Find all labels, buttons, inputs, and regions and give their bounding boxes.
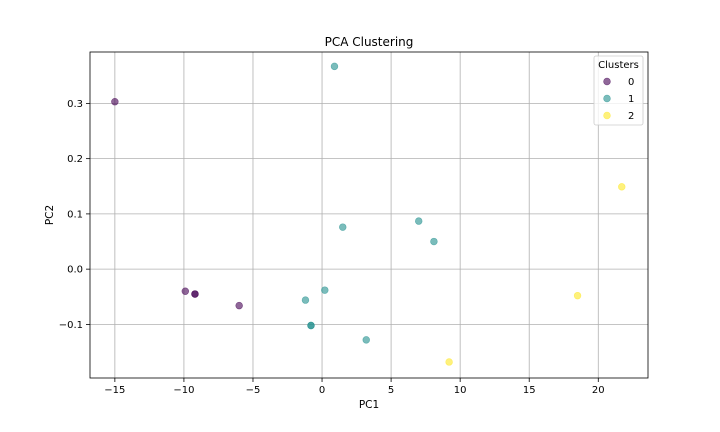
x-tick-label: 10 [454,385,467,396]
scatter-point-cluster-1 [362,336,370,344]
x-tick-label: −10 [173,385,194,396]
chart-title: PCA Clustering [325,35,414,49]
scatter-point-cluster-1 [330,62,339,71]
scatter-point-cluster-0 [181,287,190,295]
legend-marker [603,111,611,120]
scatter-point-cluster-2 [573,291,582,300]
scatter-point-cluster-0 [191,290,199,298]
scatter-point-cluster-0 [235,301,243,310]
y-axis-ticks: −0.1 0.0 0.1 0.2 0.3 [59,99,90,331]
scatter-point-cluster-1 [307,321,315,330]
y-tick-label: 0.0 [67,265,83,276]
x-axis-ticks: −15 −10 −5 0 5 10 15 20 [104,378,605,396]
scatter-point-cluster-1 [301,296,310,304]
legend-marker [603,94,611,103]
y-tick-label: 0.2 [67,154,83,165]
legend-label: 0 [628,77,634,88]
legend-label: 1 [628,94,634,105]
plot-frame [89,51,649,379]
scatter-point-cluster-1 [321,286,329,294]
scatter-point-cluster-2 [445,358,453,366]
x-tick-label: 20 [592,385,605,396]
scatter-point-cluster-0 [111,98,119,106]
data-points [111,62,626,366]
x-tick-label: −15 [104,385,125,396]
legend-items: 0 1 2 [603,77,634,122]
scatter-point-cluster-1 [415,217,423,225]
x-axis-label: PC1 [359,399,379,411]
legend-box [593,55,644,126]
legend: Clusters 0 1 2 [593,55,644,126]
legend-title: Clusters [598,60,639,71]
x-tick-label: 0 [319,385,325,396]
legend-label: 2 [628,111,634,122]
y-tick-label: 0.1 [67,209,83,220]
scatter-point-cluster-1 [430,237,438,246]
x-tick-label: 5 [388,385,394,396]
x-tick-label: −5 [246,385,261,396]
y-axis-label: PC2 [44,205,56,225]
scatter-point-cluster-2 [618,183,626,191]
y-tick-label: 0.3 [67,99,83,110]
x-tick-label: 15 [523,385,536,396]
y-tick-label: −0.1 [59,320,83,331]
scatter-point-cluster-1 [339,223,347,231]
legend-marker [603,77,611,86]
